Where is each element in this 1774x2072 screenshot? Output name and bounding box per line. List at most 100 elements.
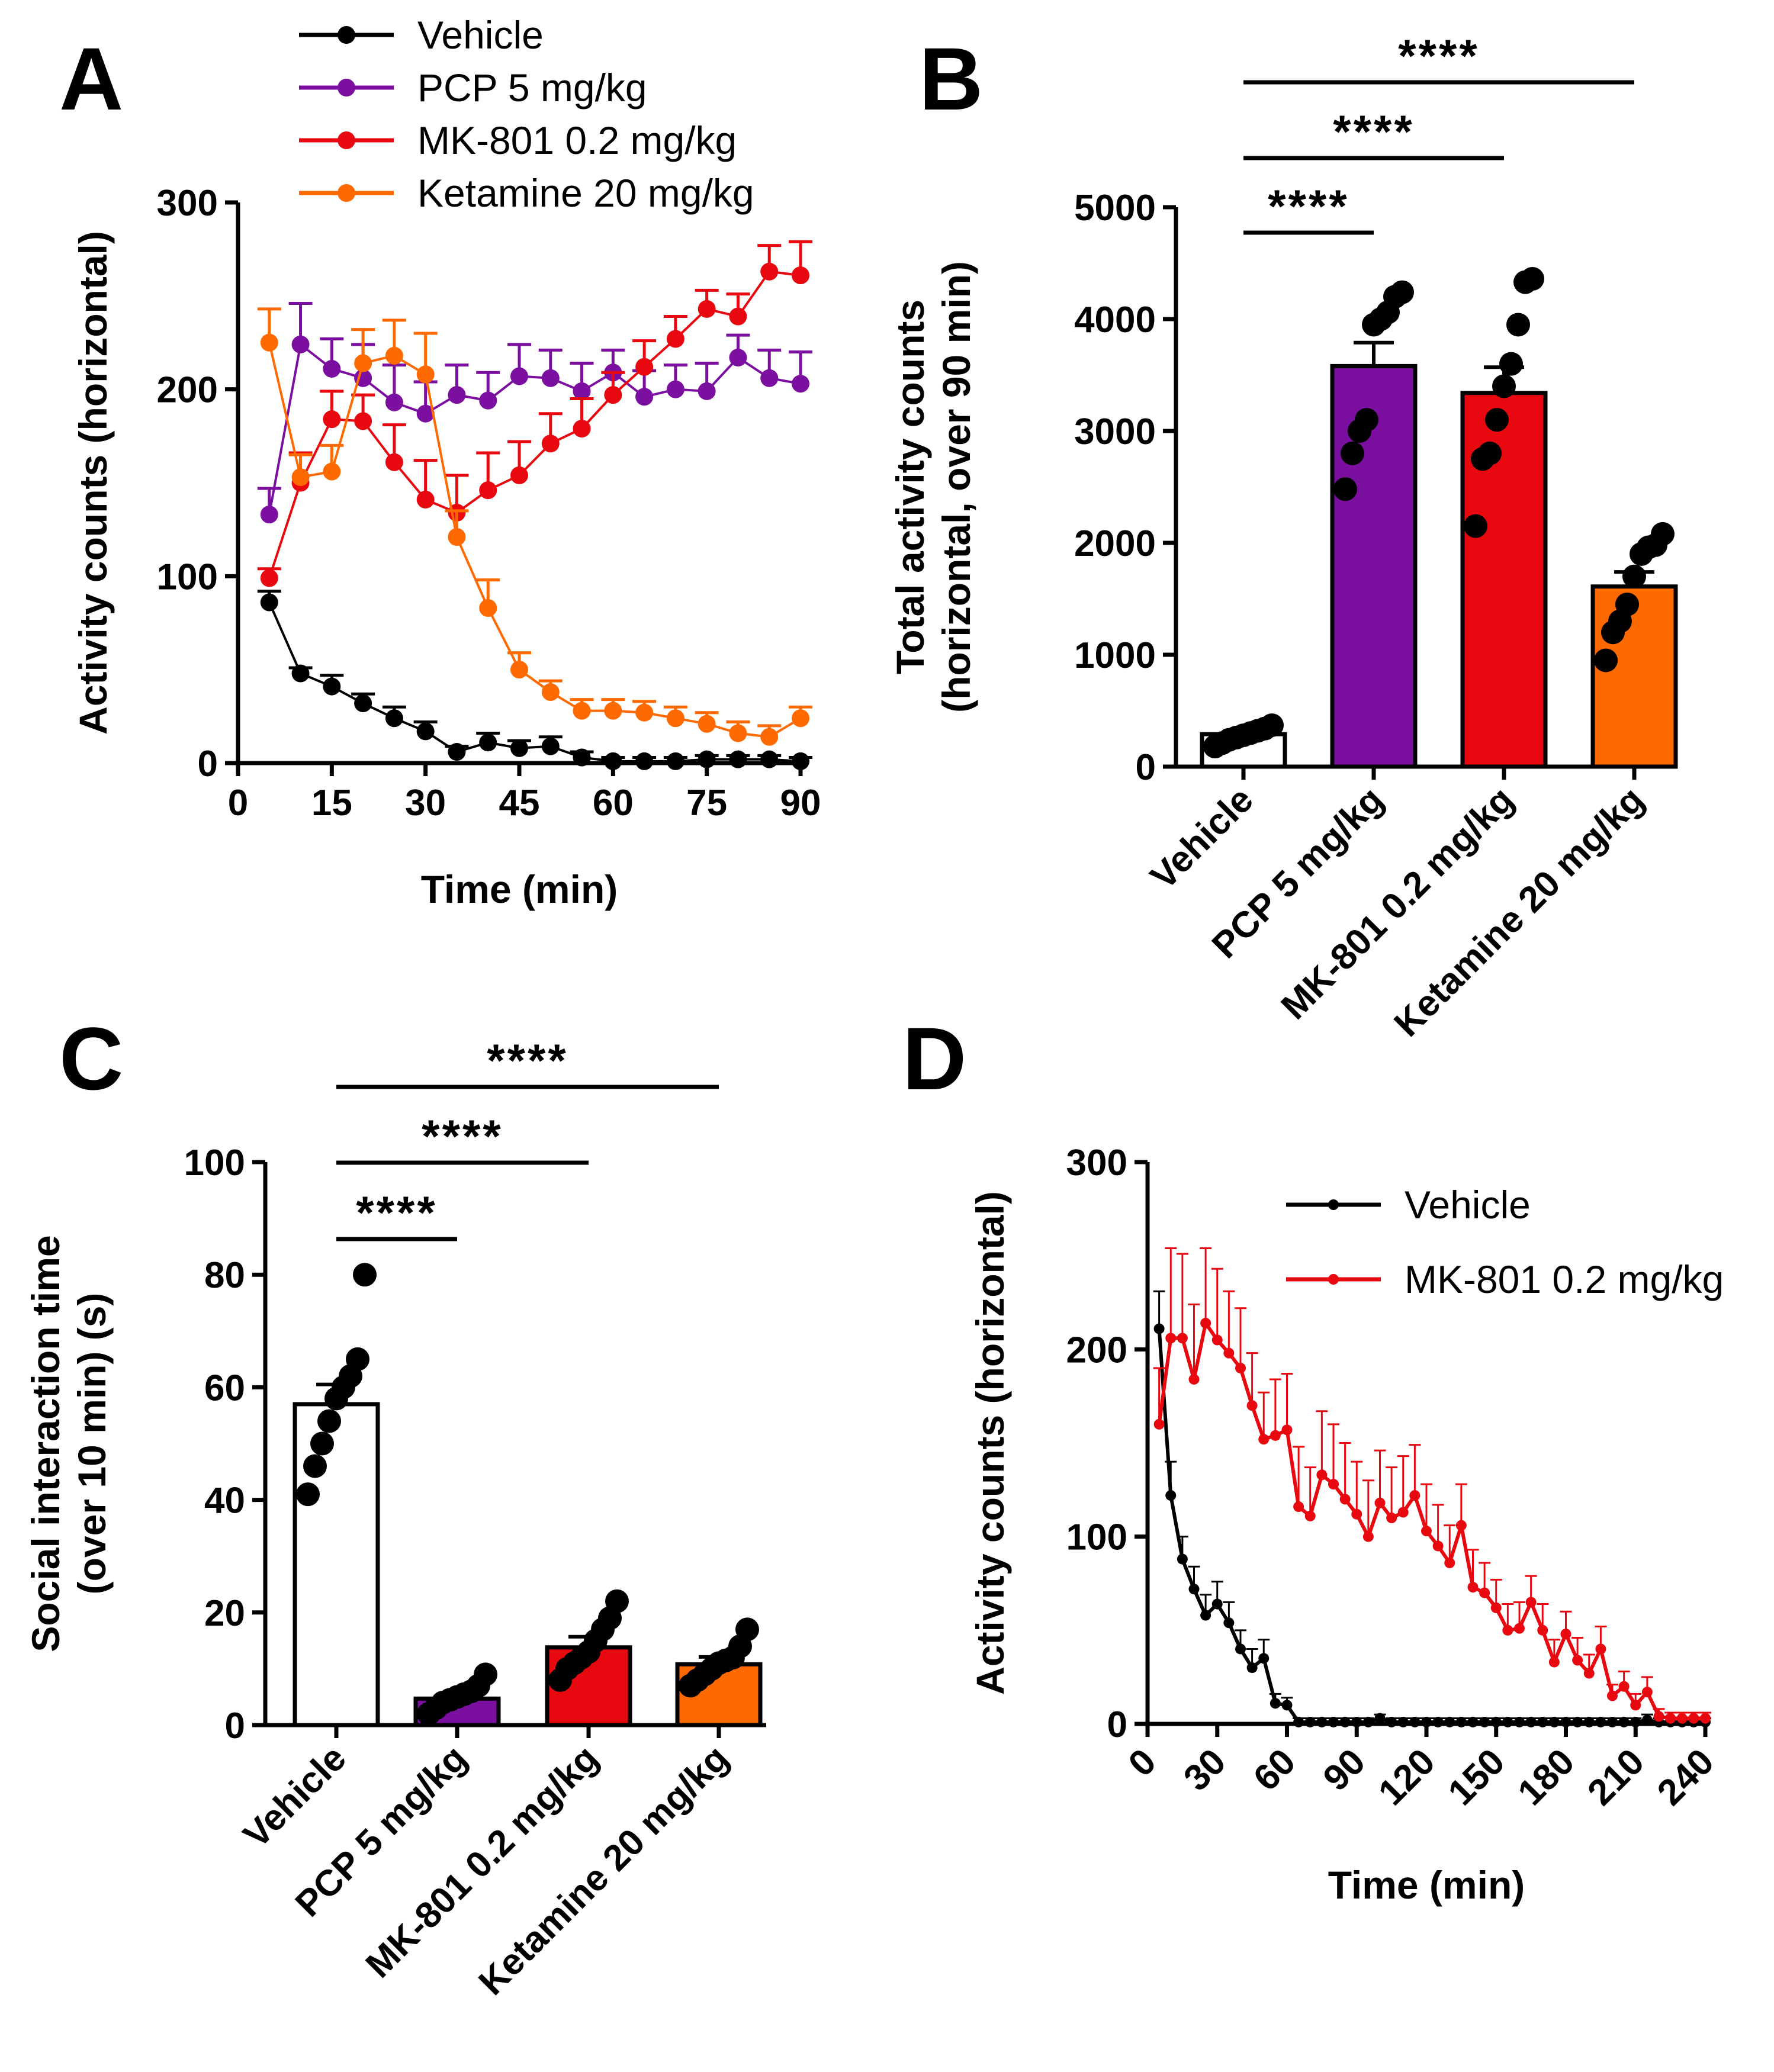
data-point bbox=[1444, 1716, 1455, 1727]
legend-marker bbox=[338, 131, 355, 149]
data-point bbox=[541, 683, 560, 702]
data-point bbox=[510, 739, 528, 757]
data-point bbox=[541, 737, 560, 755]
individual-point bbox=[1464, 514, 1487, 538]
y-tick-label: 0 bbox=[1107, 1704, 1127, 1745]
legend-label: Vehicle bbox=[1405, 1183, 1531, 1227]
data-point bbox=[1223, 1347, 1235, 1359]
data-point bbox=[573, 702, 591, 720]
data-point bbox=[1502, 1624, 1513, 1636]
data-point bbox=[260, 333, 278, 352]
y-tick-label: 300 bbox=[1066, 1143, 1127, 1183]
panel-letter: D bbox=[902, 1009, 966, 1108]
data-point bbox=[604, 752, 622, 770]
y-tick-label: 0 bbox=[225, 1706, 245, 1746]
individual-point bbox=[1341, 441, 1364, 465]
data-point bbox=[1688, 1713, 1699, 1724]
x-tick-label: 60 bbox=[593, 783, 634, 823]
y-axis-title-line: Total activity counts bbox=[888, 300, 932, 674]
data-point bbox=[1362, 1531, 1374, 1542]
data-point bbox=[792, 752, 809, 770]
y-axis-title-line: Social interaction time bbox=[24, 1235, 68, 1652]
individual-point bbox=[310, 1431, 334, 1456]
data-point bbox=[1258, 1653, 1270, 1664]
individual-point bbox=[605, 1589, 629, 1613]
data-point bbox=[1211, 1334, 1223, 1346]
data-point bbox=[510, 466, 528, 484]
x-tick-label: 45 bbox=[499, 783, 540, 823]
data-point bbox=[1595, 1643, 1606, 1655]
data-point bbox=[1514, 1716, 1525, 1727]
individual-point bbox=[1333, 477, 1357, 501]
data-point bbox=[1455, 1520, 1467, 1531]
data-point bbox=[729, 724, 747, 742]
data-point bbox=[666, 709, 684, 728]
x-tick-label: 150 bbox=[1441, 1741, 1513, 1813]
data-point bbox=[1467, 1582, 1479, 1593]
data-point bbox=[416, 722, 435, 741]
x-tick-label: 0 bbox=[1121, 1741, 1164, 1784]
data-point bbox=[416, 365, 435, 384]
data-point bbox=[1188, 1584, 1200, 1595]
data-point bbox=[323, 359, 341, 378]
data-point bbox=[1177, 1553, 1188, 1565]
series-0 bbox=[257, 590, 812, 770]
category-label: Vehicle bbox=[1143, 779, 1261, 897]
data-point bbox=[1490, 1716, 1502, 1727]
data-point bbox=[1641, 1714, 1653, 1726]
series-2 bbox=[257, 240, 812, 587]
data-point bbox=[604, 702, 622, 720]
legend-label: MK-801 0.2 mg/kg bbox=[417, 118, 737, 162]
data-point bbox=[1560, 1629, 1571, 1640]
data-point bbox=[1211, 1598, 1223, 1610]
data-point bbox=[1653, 1711, 1664, 1722]
y-tick-label: 200 bbox=[157, 370, 218, 411]
data-point bbox=[1548, 1716, 1560, 1727]
data-point bbox=[666, 380, 684, 398]
data-point bbox=[573, 419, 591, 437]
data-point bbox=[635, 358, 654, 376]
data-point bbox=[416, 404, 435, 423]
y-tick-label: 0 bbox=[198, 744, 218, 784]
data-point bbox=[1386, 1513, 1397, 1524]
data-point bbox=[1502, 1716, 1513, 1727]
series-line bbox=[268, 342, 802, 738]
data-point bbox=[1374, 1497, 1386, 1508]
data-point bbox=[1374, 1713, 1386, 1724]
data-point bbox=[729, 307, 747, 326]
legend-label: Ketamine 20 mg/kg bbox=[417, 171, 754, 215]
individual-point bbox=[1506, 313, 1530, 337]
x-tick-label: 30 bbox=[1176, 1741, 1234, 1799]
series-1 bbox=[257, 301, 812, 524]
significance-stars: **** bbox=[1398, 30, 1479, 82]
x-tick-label: 120 bbox=[1371, 1741, 1443, 1813]
data-point bbox=[1200, 1610, 1211, 1621]
x-tick-label: 90 bbox=[1316, 1741, 1374, 1799]
series-line bbox=[1157, 1328, 1705, 1724]
data-point bbox=[698, 382, 716, 400]
y-tick-label: 2000 bbox=[1074, 523, 1156, 564]
panel-letter: C bbox=[59, 1009, 123, 1108]
data-point bbox=[1270, 1698, 1281, 1709]
y-axis-title-line: (horizontal, over 90 min) bbox=[934, 261, 978, 713]
data-point bbox=[541, 369, 560, 387]
data-point bbox=[1572, 1716, 1583, 1727]
data-point bbox=[1351, 1508, 1362, 1520]
y-tick-label: 60 bbox=[204, 1368, 245, 1408]
significance-stars: **** bbox=[1268, 180, 1349, 232]
data-point bbox=[1397, 1716, 1409, 1727]
data-point bbox=[1316, 1716, 1328, 1727]
significance-stars: **** bbox=[422, 1110, 503, 1162]
data-point bbox=[1467, 1716, 1479, 1727]
data-point bbox=[354, 412, 372, 430]
y-tick-label: 5000 bbox=[1074, 188, 1156, 229]
data-point bbox=[1583, 1668, 1595, 1679]
data-point bbox=[291, 468, 310, 487]
data-point bbox=[760, 369, 779, 387]
bar bbox=[1460, 391, 1548, 769]
x-tick-label: 0 bbox=[228, 783, 248, 823]
data-point bbox=[510, 367, 528, 385]
individual-point bbox=[1390, 280, 1414, 304]
data-point bbox=[698, 750, 716, 768]
data-point bbox=[1258, 1434, 1270, 1445]
